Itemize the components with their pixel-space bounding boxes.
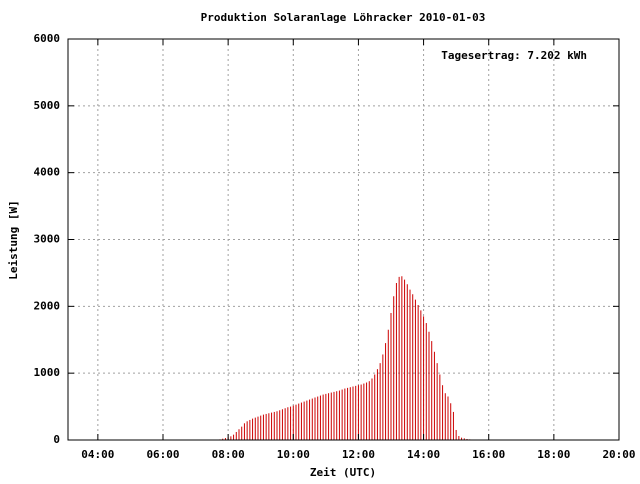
y-tick-label: 5000 — [34, 99, 61, 112]
y-axis-label: Leistung [W] — [7, 200, 20, 279]
y-tick-label: 0 — [53, 433, 60, 446]
x-tick-label: 12:00 — [342, 448, 375, 461]
x-axis-label: Zeit (UTC) — [310, 466, 376, 479]
x-tick-label: 14:00 — [407, 448, 440, 461]
x-tick-label: 10:00 — [277, 448, 310, 461]
x-tick-label: 18:00 — [537, 448, 570, 461]
y-tick-label: 1000 — [34, 366, 61, 379]
y-tick-label: 2000 — [34, 299, 61, 312]
chart-title: Produktion Solaranlage Löhracker 2010-01… — [201, 11, 486, 24]
x-tick-label: 16:00 — [472, 448, 505, 461]
annotation: Tagesertrag: 7.202 kWh — [441, 49, 587, 62]
y-tick-label: 3000 — [34, 233, 61, 246]
x-tick-label: 08:00 — [212, 448, 245, 461]
y-tick-label: 6000 — [34, 32, 61, 45]
x-tick-label: 20:00 — [602, 448, 635, 461]
x-tick-label: 06:00 — [146, 448, 179, 461]
y-tick-label: 4000 — [34, 166, 61, 179]
x-tick-label: 04:00 — [81, 448, 114, 461]
